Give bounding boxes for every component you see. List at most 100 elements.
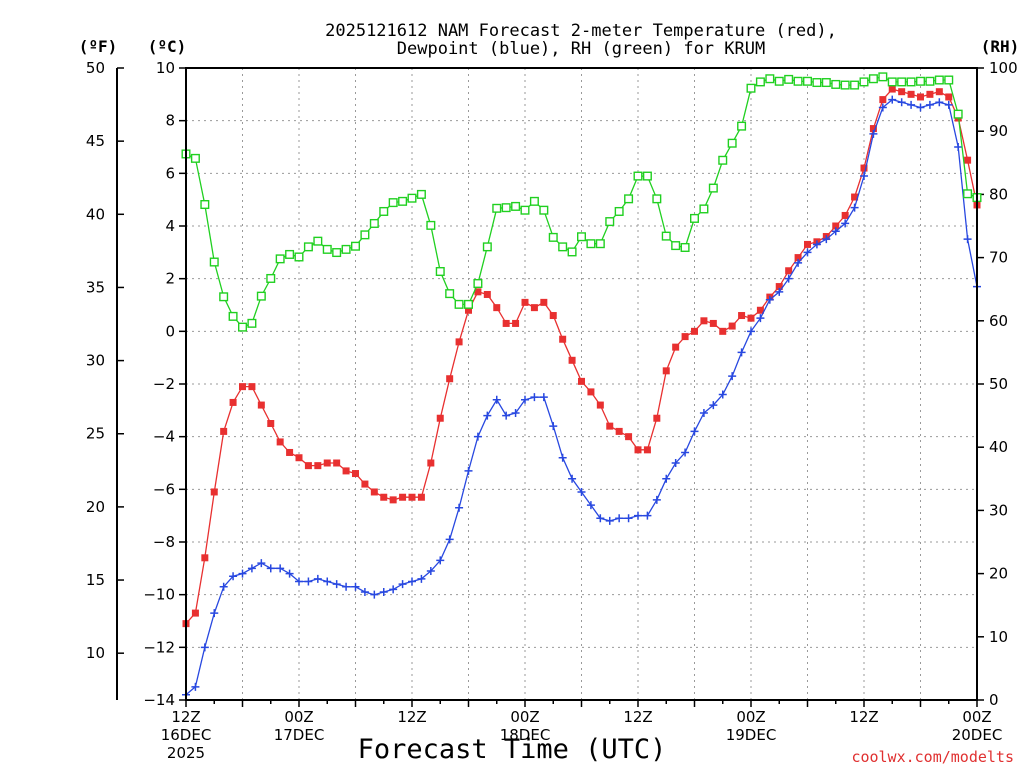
rh-tick-label: 100 <box>989 59 1018 77</box>
dewpoint-point <box>756 314 765 323</box>
rh-point <box>605 217 615 227</box>
dewpoint-point <box>257 559 266 568</box>
dewpoint-point <box>436 556 445 565</box>
celsius-tick-label: −6 <box>153 480 175 498</box>
temperature-point <box>719 327 727 335</box>
rh-point <box>831 79 841 89</box>
temperature-point <box>747 314 755 322</box>
rh-point <box>925 76 935 86</box>
dewpoint-point <box>841 219 850 228</box>
time-tick-label: 19DEC <box>726 726 777 744</box>
rh-point <box>642 171 652 181</box>
rh-point <box>398 196 408 206</box>
chart-title-line-1: 2025121612 NAM Forecast 2-meter Temperat… <box>325 21 837 41</box>
fahrenheit-tick-label: 10 <box>86 644 105 662</box>
fahrenheit-tick-label: 15 <box>86 571 105 589</box>
temperature-point <box>474 288 482 296</box>
temperature-point <box>869 125 877 133</box>
dewpoint-point <box>794 258 803 267</box>
rh-point <box>614 206 624 216</box>
temperature-point <box>455 338 463 346</box>
rh-point <box>332 248 342 258</box>
temperature-point <box>672 343 680 351</box>
temperature-point <box>691 327 698 335</box>
rh-tick-label: 60 <box>989 312 1008 330</box>
dewpoint-point <box>191 682 200 691</box>
dewpoint-point <box>784 274 793 283</box>
rh-point <box>878 72 888 82</box>
rh-point <box>501 203 511 213</box>
temperature-point <box>653 414 661 422</box>
rh-point <box>219 292 229 302</box>
rh-point <box>473 279 483 289</box>
celsius-tick-label: −12 <box>143 638 175 656</box>
temperature-point <box>709 319 717 327</box>
temperature-point <box>276 438 284 446</box>
rh-tick-label: 20 <box>989 565 1008 583</box>
dewpoint-point <box>831 227 840 236</box>
temperature-point <box>436 414 444 422</box>
rh-point <box>435 267 445 277</box>
plot-frame <box>185 67 978 701</box>
celsius-tick-label: −10 <box>143 586 175 604</box>
rh-point <box>190 153 200 163</box>
x-axis-label: Forecast Time (UTC) <box>358 734 667 765</box>
time-tick-label: 00Z <box>510 708 539 726</box>
rh-point <box>812 78 822 88</box>
dewpoint-point <box>954 143 963 151</box>
temperature-point <box>399 493 407 501</box>
dewpoint-point <box>539 393 548 402</box>
temperature-point <box>333 459 341 467</box>
dewpoint-point <box>718 390 727 399</box>
rh-point <box>539 205 549 215</box>
chart-title-line-2: Dewpoint (blue), RH (green) for KRUM <box>397 39 765 59</box>
temperature-point <box>389 496 397 504</box>
time-tick-label: 2025 <box>167 744 205 762</box>
temperature-point <box>888 85 896 93</box>
dewpoint-point <box>652 495 661 504</box>
temperature-point <box>502 319 510 327</box>
fahrenheit-tick-label: 35 <box>86 278 105 296</box>
rh-unit-label: (RH) <box>981 37 1020 56</box>
celsius-tick-label: −8 <box>153 533 175 551</box>
rh-point <box>388 198 398 208</box>
temperature-point <box>210 488 218 496</box>
dewpoint-point <box>229 572 238 581</box>
dewpoint-point <box>511 408 520 417</box>
temperature-point <box>625 433 633 441</box>
temperature-point <box>304 462 312 470</box>
dewpoint-point <box>935 98 944 107</box>
rh-point <box>407 193 417 203</box>
temperature-point <box>785 267 793 275</box>
dewpoint-point <box>295 577 303 586</box>
celsius-tick-label: −14 <box>143 691 175 709</box>
rh-point <box>755 77 765 87</box>
rh-point <box>821 78 831 88</box>
dewpoint-point <box>775 287 784 296</box>
rh-tick-label: 80 <box>989 185 1008 203</box>
temperature-point <box>323 459 331 467</box>
temperature-point <box>248 383 256 391</box>
dewpoint-point <box>605 516 614 525</box>
dewpoint-point <box>916 103 925 112</box>
rh-point <box>803 76 813 86</box>
rh-tick-label: 30 <box>989 501 1008 519</box>
dewpoint-point <box>822 235 831 244</box>
rh-point <box>953 109 963 119</box>
rh-point <box>285 249 295 259</box>
temperature-point <box>342 467 350 475</box>
rh-point <box>624 194 634 204</box>
temperature-point <box>879 96 887 104</box>
fahrenheit-tick-label: 25 <box>86 425 105 443</box>
dewpoint-point <box>812 240 821 249</box>
rh-point <box>558 242 568 252</box>
dewpoint-point <box>473 432 482 441</box>
dewpoint-point <box>219 582 228 591</box>
temperature-point <box>549 312 557 320</box>
temperature-point <box>898 88 906 96</box>
dewpoint-point <box>210 609 219 618</box>
time-tick-label: 12Z <box>171 708 200 726</box>
dewpoint-point <box>304 577 313 586</box>
rh-point <box>256 291 266 301</box>
